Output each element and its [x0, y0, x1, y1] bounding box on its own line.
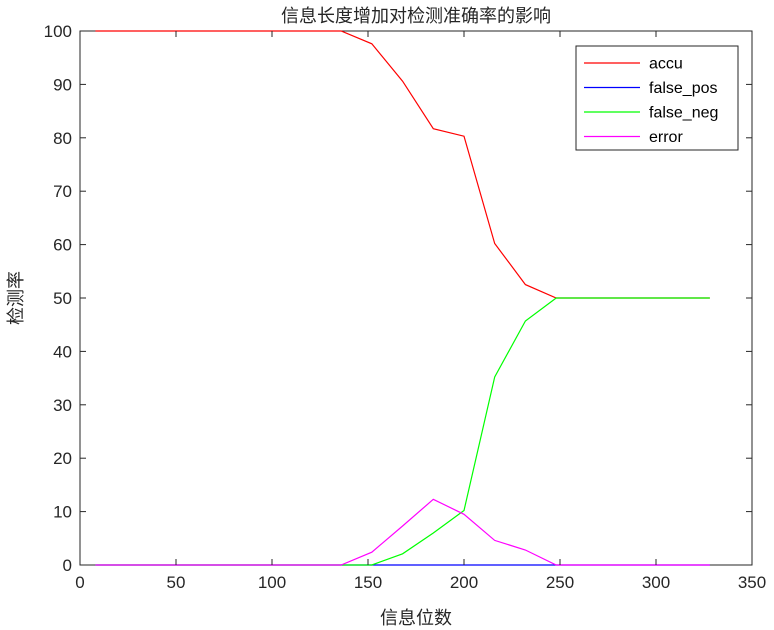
y-tick-label: 60 [53, 236, 72, 255]
y-axis-title: 检测率 [6, 271, 27, 325]
legend-label-false-pos: false_pos [649, 80, 718, 97]
ticks-layer: 0 50 100 150 200 250 300 350 0 10 20 30 40 50 60 70 80 90… [44, 22, 767, 592]
series-layer [95, 30, 710, 566]
x-tick-label: 250 [546, 573, 574, 592]
y-tick-label: 80 [53, 129, 72, 148]
x-tick-label: 350 [738, 573, 766, 592]
series-line-false-neg [95, 297, 710, 566]
x-tick-label: 50 [167, 573, 186, 592]
legend-label-accu: accu [649, 56, 683, 73]
series-line-error [95, 498, 710, 566]
legend-label-false-neg: false_neg [649, 105, 718, 122]
x-axis-title: 信息位数 [380, 608, 452, 629]
y-tick-label: 90 [53, 75, 72, 94]
y-tick-label: 0 [63, 556, 72, 575]
y-tick-label: 50 [53, 289, 72, 308]
y-tick-label: 70 [53, 182, 72, 201]
series-line-accu [95, 30, 710, 299]
y-tick-label: 40 [53, 342, 72, 361]
y-tick-label: 30 [53, 396, 72, 415]
x-tick-label: 150 [354, 573, 382, 592]
y-tick-label: 10 [53, 503, 72, 522]
x-tick-label: 100 [258, 573, 286, 592]
legend-label-error: error [649, 129, 683, 146]
x-tick-label: 300 [642, 573, 670, 592]
x-tick-label: 0 [75, 573, 84, 592]
y-tick-label: 100 [44, 22, 72, 41]
y-tick-label: 20 [53, 449, 72, 468]
x-tick-label: 200 [450, 573, 478, 592]
chart-title: 信息长度增加对检测准确率的影响 [281, 6, 551, 27]
